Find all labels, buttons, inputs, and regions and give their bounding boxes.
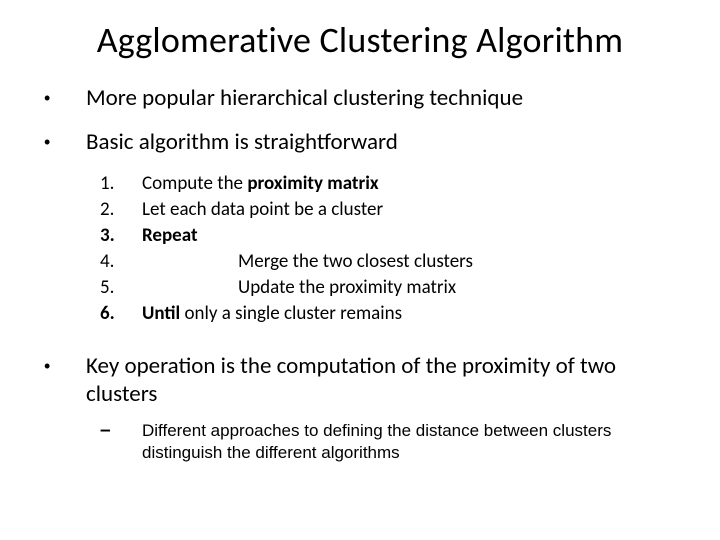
step-3: 3. Repeat <box>100 224 690 248</box>
step-5-text: Update the proximity matrix <box>142 276 456 300</box>
step-1: 1. Compute the proximity matrix <box>100 172 690 196</box>
slide-title: Agglomerative Clustering Algorithm <box>30 18 690 62</box>
step-1-num: 1. <box>100 172 142 196</box>
step-1-text-b: proximity matrix <box>247 172 378 195</box>
step-2-num: 2. <box>100 198 142 222</box>
bullet-2: • Basic algorithm is straightforward <box>30 128 690 156</box>
step-3-num: 3. <box>100 224 142 248</box>
step-4-num: 4. <box>100 250 142 274</box>
bullet-1: • More popular hierarchical clustering t… <box>30 84 690 112</box>
bullet-glyph: • <box>30 128 86 156</box>
step-2: 2. Let each data point be a cluster <box>100 198 690 222</box>
step-5: 5. Update the proximity matrix <box>100 276 690 300</box>
step-6: 6. Until only a single cluster remains <box>100 302 690 326</box>
step-5-num: 5. <box>100 276 142 300</box>
sub-dash: – <box>100 420 142 442</box>
step-4-text: Merge the two closest clusters <box>142 250 473 274</box>
step-6-text-b: only a single cluster remains <box>185 302 403 325</box>
step-6-text-a: Until <box>142 302 185 325</box>
step-4: 4. Merge the two closest clusters <box>100 250 690 274</box>
step-6-text: Until only a single cluster remains <box>142 302 402 326</box>
step-1-text: Compute the proximity matrix <box>142 172 379 196</box>
step-3-text: Repeat <box>142 224 198 248</box>
bullet-1-text: More popular hierarchical clustering tec… <box>86 84 523 112</box>
sub-text: Different approaches to defining the dis… <box>142 420 682 464</box>
bullet-3-text: Key operation is the computation of the … <box>86 352 690 408</box>
step-2-text: Let each data point be a cluster <box>142 198 383 222</box>
bullet-2-text: Basic algorithm is straightforward <box>86 128 398 156</box>
bullet-glyph: • <box>30 352 86 380</box>
step-1-text-a: Compute the <box>142 172 247 195</box>
bullet-glyph: • <box>30 84 86 112</box>
bullet-3: • Key operation is the computation of th… <box>30 352 690 408</box>
step-6-num: 6. <box>100 302 142 326</box>
algorithm-steps: 1. Compute the proximity matrix 2. Let e… <box>100 172 690 326</box>
sub-bullet: – Different approaches to defining the d… <box>100 420 690 464</box>
